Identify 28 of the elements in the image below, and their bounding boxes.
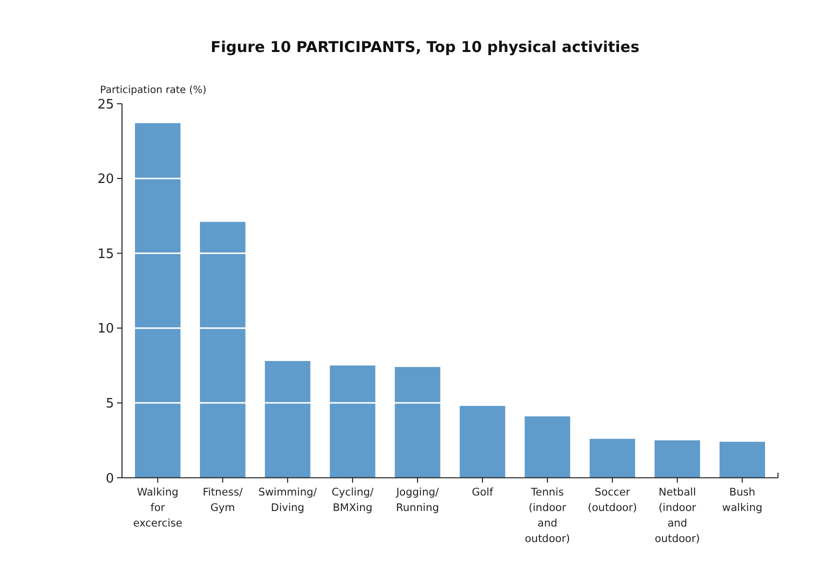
y-tick-label: 10	[97, 322, 114, 337]
x-tick-label: Walking for excercise	[133, 486, 182, 530]
x-tick-label: Tennis (indoor and outdoor)	[524, 486, 570, 546]
bar	[330, 366, 376, 478]
x-tick-label: Swimming/ Diving	[258, 486, 318, 514]
x-tick-label: Bush walking	[722, 486, 762, 514]
bar	[264, 361, 310, 478]
bar	[654, 440, 700, 478]
bar	[200, 222, 246, 478]
x-tick-label: Golf	[472, 486, 494, 499]
bar	[460, 406, 506, 478]
y-tick-label: 0	[106, 471, 114, 486]
bar	[134, 123, 180, 478]
x-tick-label: Soccer (outdoor)	[588, 486, 637, 514]
bar	[590, 438, 636, 478]
bar	[524, 416, 570, 478]
chart-title: Figure 10 PARTICIPANTS, Top 10 physical activities	[210, 38, 640, 56]
y-tick-label: 25	[97, 97, 114, 112]
bar	[720, 442, 766, 478]
y-tick-label: 20	[97, 172, 114, 188]
x-tick-label: Fitness/ Gym	[202, 486, 244, 514]
x-tick-label: Cycling/ BMXing	[332, 486, 374, 514]
y-tick-label: 15	[97, 246, 114, 262]
x-tick-label: Netball (indoor and outdoor)	[654, 486, 700, 546]
bar	[394, 366, 440, 478]
y-axis-title: Participation rate (%)	[100, 85, 206, 96]
x-tick-label: Jogging/ Running	[395, 486, 440, 514]
y-tick-label: 5	[106, 396, 114, 412]
